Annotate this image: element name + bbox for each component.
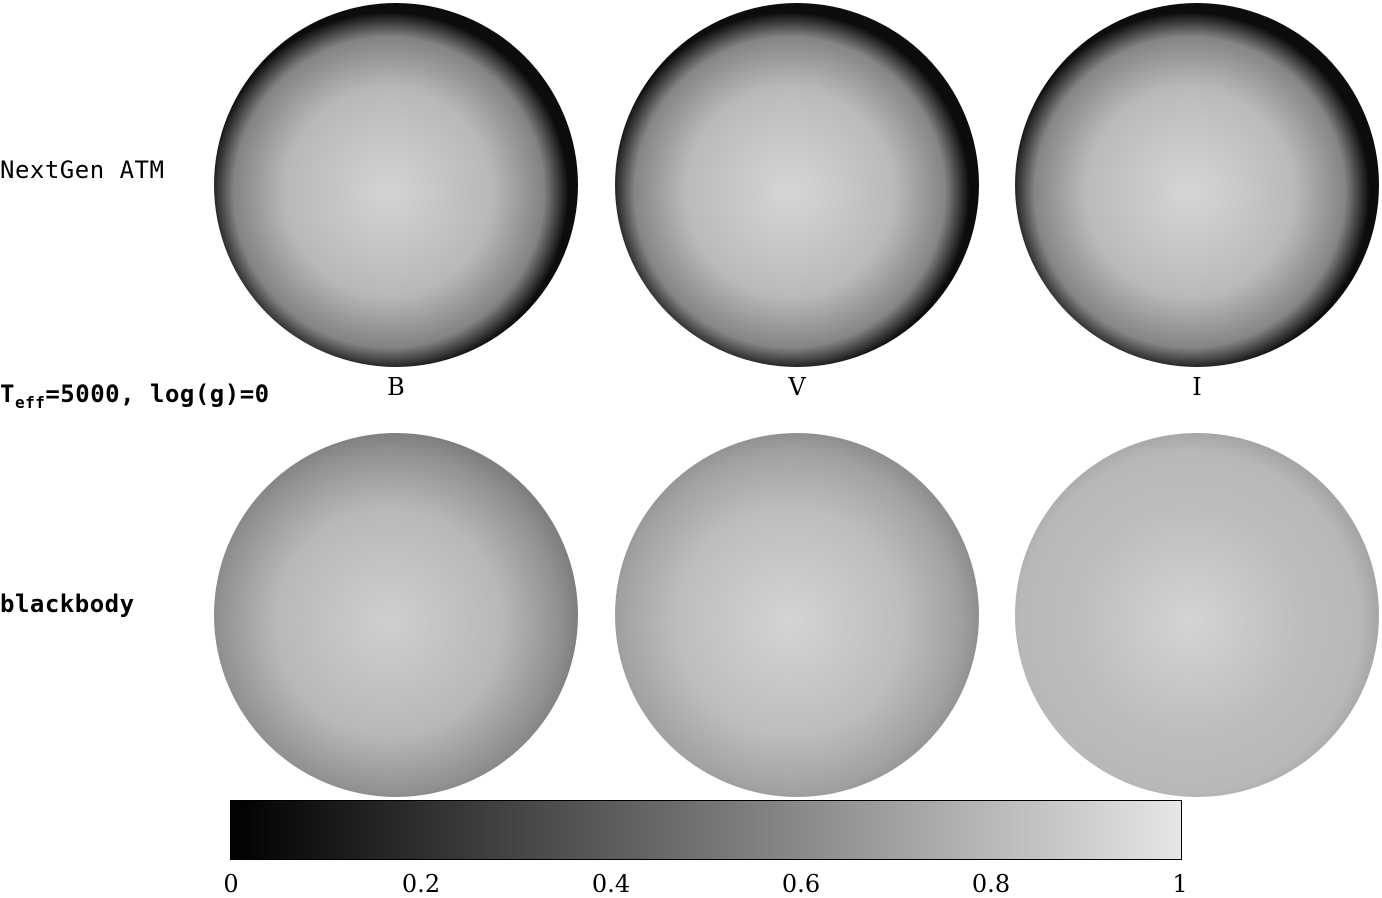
nextgen-row-label: NextGen ATM — [0, 156, 165, 184]
band-label-v: V — [788, 373, 806, 401]
teff-symbol: T — [0, 380, 15, 408]
parameters-values: =5000, log(g)=0 — [45, 380, 270, 408]
band-label-b: B — [387, 373, 405, 401]
nextgen-disk-i — [1015, 3, 1379, 367]
colorbar-tick-0: 0 — [223, 870, 239, 898]
band-label-i: I — [1192, 373, 1202, 401]
parameters-label: Teff=5000, log(g)=0 — [0, 380, 270, 412]
intensity-colorbar — [230, 800, 1182, 860]
blackbody-disk-b — [214, 433, 578, 797]
nextgen-disk-b — [214, 3, 578, 367]
blackbody-row-label: blackbody — [0, 590, 135, 618]
colorbar-tick-0.6: 0.6 — [781, 870, 821, 898]
nextgen-disk-v — [615, 3, 979, 367]
stellar-disk-images — [214, 3, 1379, 797]
blackbody-disk-i — [1015, 433, 1379, 797]
colorbar-tick-1: 1 — [1172, 870, 1188, 898]
colorbar-tick-0.2: 0.2 — [401, 870, 441, 898]
colorbar-tick-0.8: 0.8 — [971, 870, 1011, 898]
teff-subscript: eff — [14, 393, 46, 412]
colorbar-tick-0.4: 0.4 — [591, 870, 631, 898]
blackbody-disk-v — [615, 433, 979, 797]
